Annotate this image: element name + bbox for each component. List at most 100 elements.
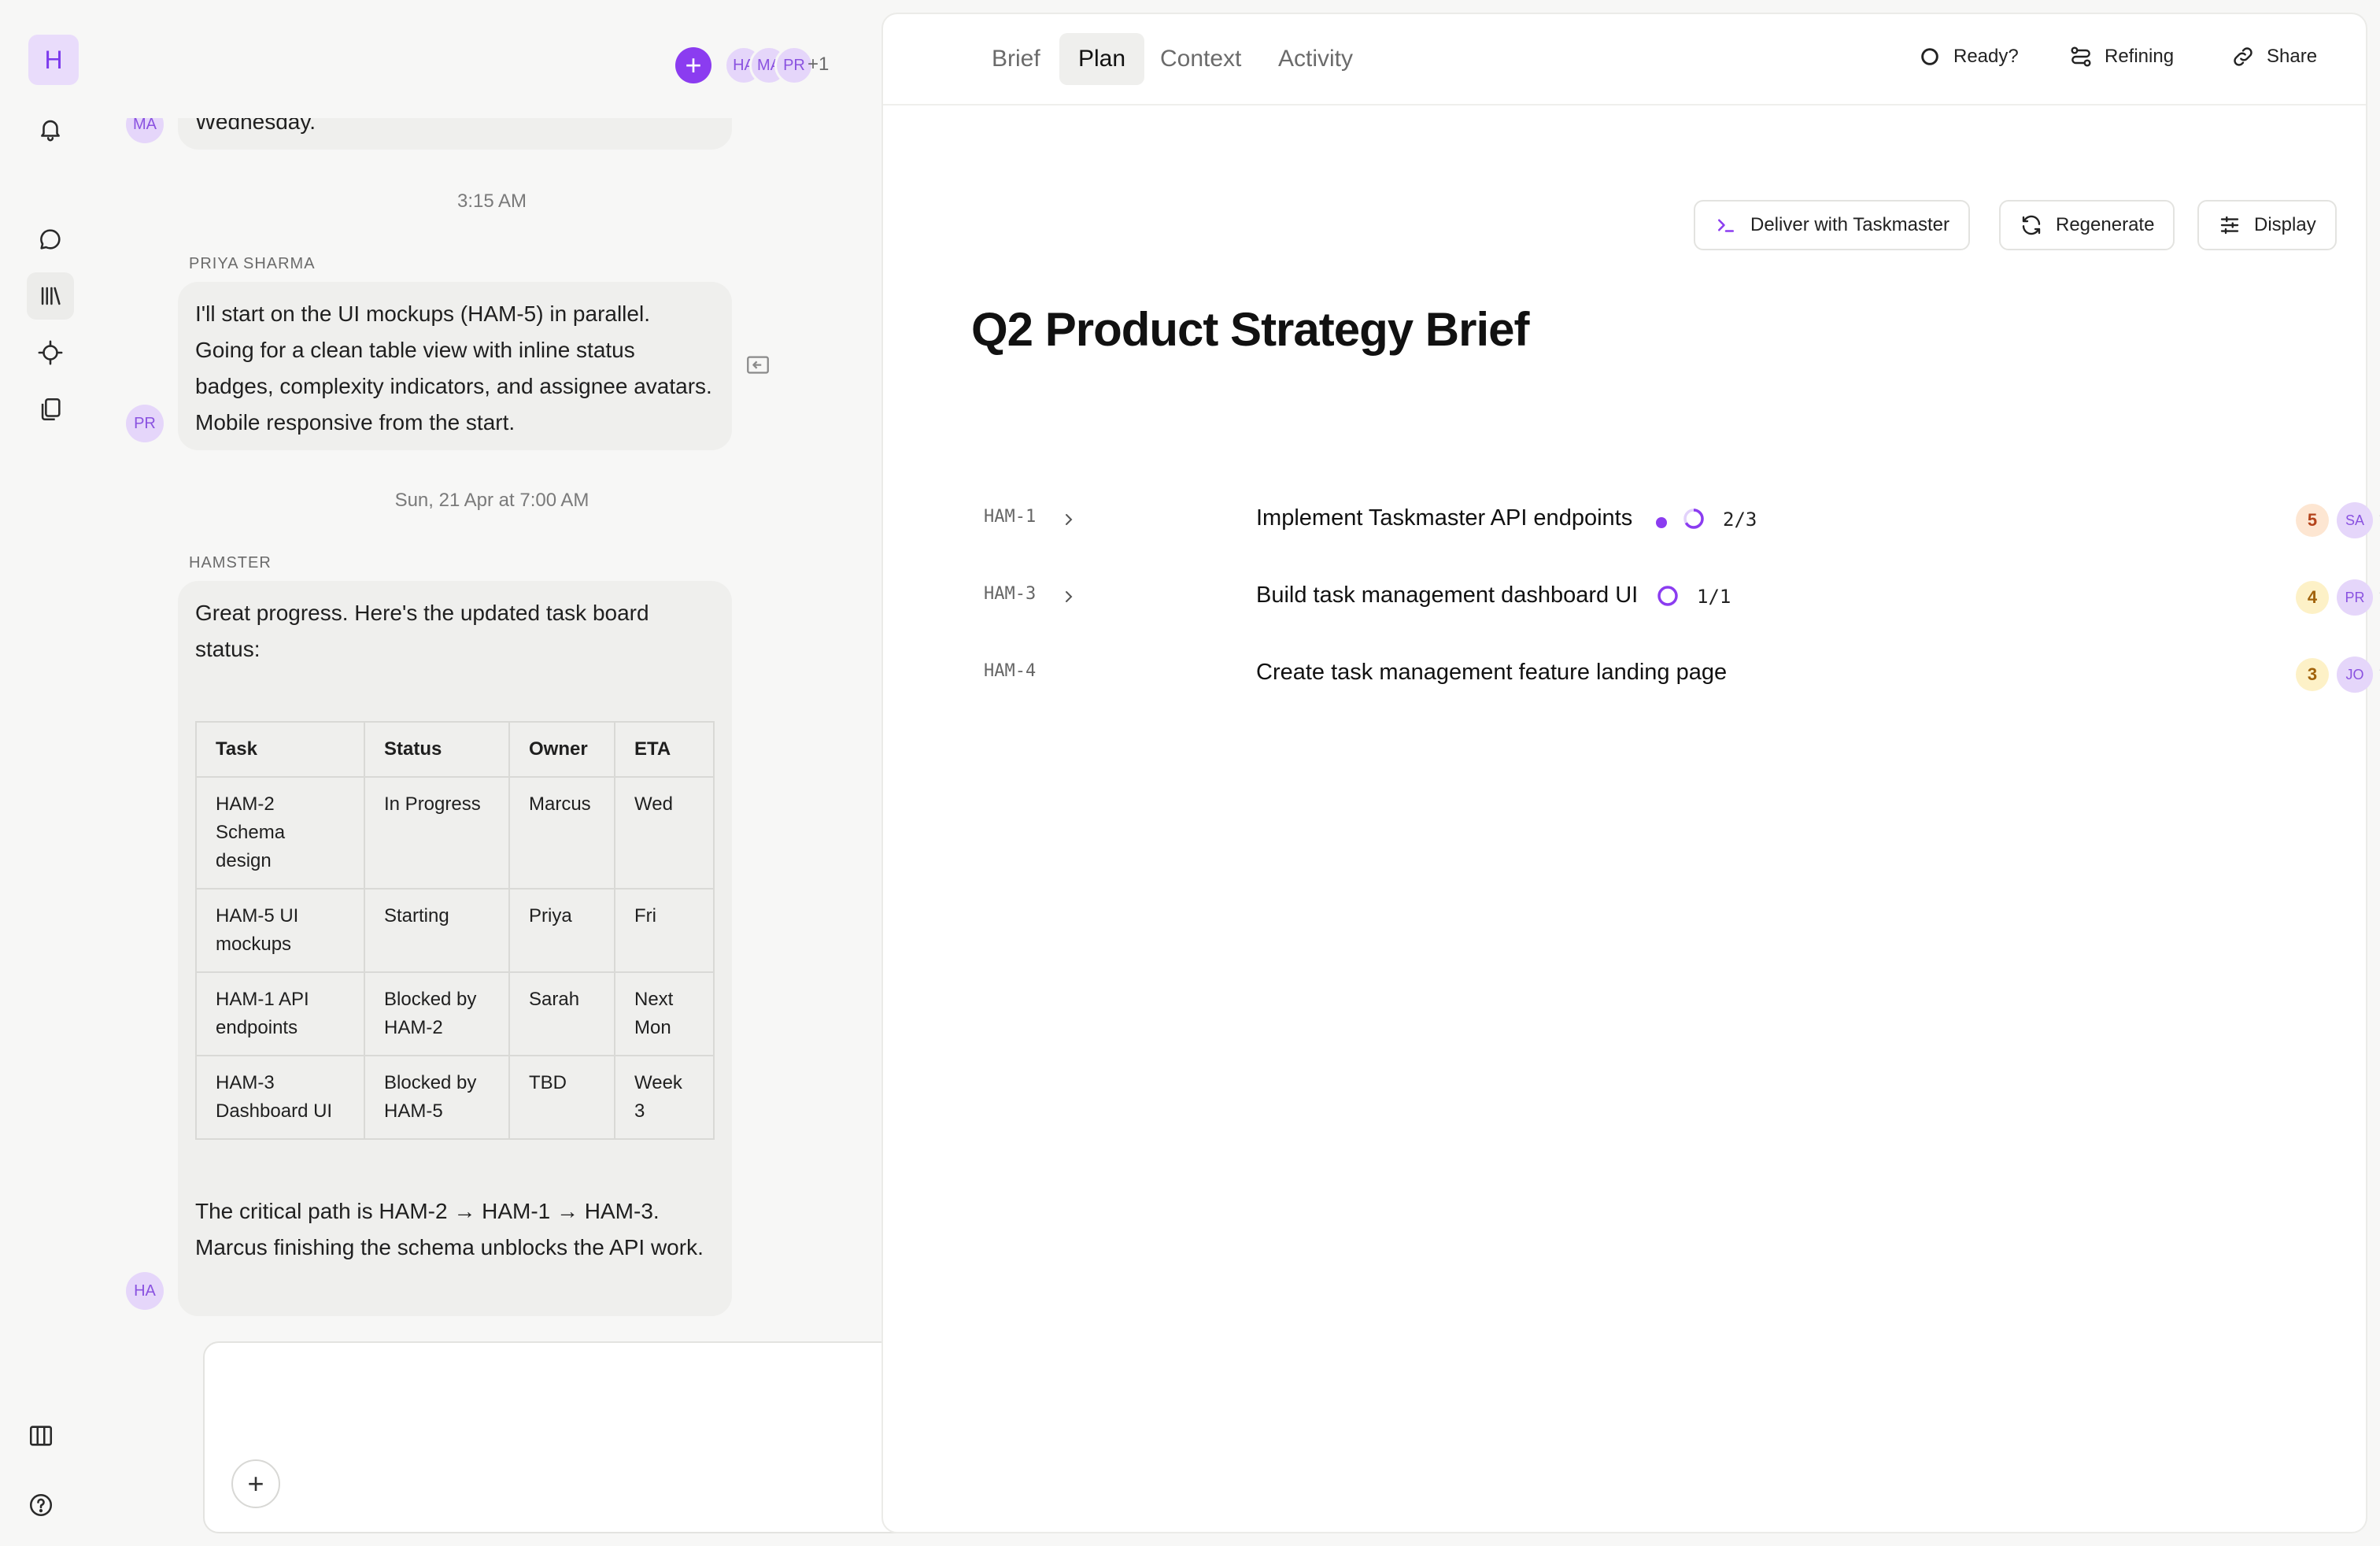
progress-ring-icon bbox=[1683, 509, 1704, 529]
share-button[interactable]: Share bbox=[2230, 44, 2317, 69]
message-sender: HAMSTER bbox=[189, 554, 272, 571]
table-row[interactable]: HAM-1 Implement Taskmaster API endpoints… bbox=[971, 493, 2380, 548]
refining-label: Refining bbox=[2105, 46, 2175, 67]
refining-button[interactable]: Refining bbox=[2068, 44, 2174, 69]
table-cell: Blocked by HAM-5 bbox=[364, 1055, 510, 1140]
refresh-icon bbox=[2022, 215, 2041, 235]
regenerate-button[interactable]: Regenerate bbox=[1999, 200, 2175, 250]
table-cell: Week 3 bbox=[614, 1055, 715, 1140]
page-title: Q2 Product Strategy Brief bbox=[971, 303, 1530, 356]
regenerate-label: Regenerate bbox=[2056, 214, 2155, 235]
library-icon[interactable] bbox=[27, 272, 74, 320]
table-cell: Fri bbox=[614, 888, 715, 973]
message-text: I'll start on the UI mockups (HAM-5) in … bbox=[195, 301, 712, 435]
table-row: HAM-5 UI mockups Starting Priya Fri bbox=[195, 888, 715, 973]
message-sender: PRIYA SHARMA bbox=[189, 255, 316, 272]
tab-brief[interactable]: Brief bbox=[992, 46, 1040, 72]
complexity-badge: 5 bbox=[2296, 504, 2329, 537]
panel-layout-icon[interactable] bbox=[17, 1412, 65, 1459]
table-cell: TBD bbox=[508, 1055, 615, 1140]
task-title[interactable]: Create task management feature landing p… bbox=[1256, 660, 1728, 685]
help-icon[interactable] bbox=[17, 1481, 65, 1529]
table-row: HAM-1 API endpoints Blocked by HAM-2 Sar… bbox=[195, 971, 715, 1056]
task-id: HAM-1 bbox=[984, 507, 1037, 527]
progress-ring-icon bbox=[1658, 586, 1678, 606]
task-id: HAM-3 bbox=[984, 584, 1037, 604]
display-button[interactable]: Display bbox=[2197, 200, 2337, 250]
table-cell: Marcus bbox=[508, 776, 615, 890]
task-title[interactable]: Build task management dashboard UI bbox=[1256, 583, 1639, 608]
deliver-label: Deliver with Taskmaster bbox=[1750, 214, 1949, 235]
task-progress: 2/3 bbox=[1723, 509, 1757, 531]
avatar: PR bbox=[126, 405, 164, 442]
documents-icon[interactable] bbox=[27, 386, 74, 433]
task-progress: 1/1 bbox=[1697, 586, 1731, 608]
add-member-button[interactable]: + bbox=[675, 47, 711, 83]
task-title[interactable]: Implement Taskmaster API endpoints bbox=[1256, 505, 1633, 531]
circle-icon bbox=[1921, 48, 1938, 65]
chat-column: MA Wednesday. + HA MA PR +1 3:15 AM PRIY… bbox=[102, 0, 959, 1546]
table-cell: HAM-1 API endpoints bbox=[195, 971, 365, 1056]
task-id: HAM-4 bbox=[984, 661, 1037, 681]
left-rail: H bbox=[0, 0, 102, 1546]
table-cell: Blocked by HAM-2 bbox=[364, 971, 510, 1056]
table-cell: Priya bbox=[508, 888, 615, 973]
task-status-table: Task Status Owner ETA HAM-2 Schema desig… bbox=[195, 721, 715, 1140]
message-input[interactable] bbox=[228, 1367, 937, 1445]
chevron-right-icon[interactable] bbox=[1059, 510, 1078, 529]
status-dot bbox=[1656, 517, 1667, 528]
message-timestamp: Sun, 21 Apr at 7:00 AM bbox=[394, 490, 589, 511]
table-header: Task bbox=[195, 721, 365, 778]
message-bubble: I'll start on the UI mockups (HAM-5) in … bbox=[178, 282, 732, 450]
table-cell: HAM-5 UI mockups bbox=[195, 888, 365, 973]
table-cell: In Progress bbox=[364, 776, 510, 890]
message-text: The critical path is HAM-2 → HAM-1 → HAM… bbox=[195, 1199, 704, 1259]
reply-icon[interactable] bbox=[745, 353, 771, 379]
tab-plan[interactable]: Plan bbox=[1059, 33, 1145, 85]
table-cell: HAM-3 Dashboard UI bbox=[195, 1055, 365, 1140]
panel-topbar: Brief Plan Context Activity Ready? Refin… bbox=[883, 14, 2366, 105]
avatar[interactable]: PR bbox=[774, 46, 814, 85]
table-row: HAM-2 Schema design In Progress Marcus W… bbox=[195, 776, 715, 890]
display-label: Display bbox=[2254, 214, 2316, 235]
workspace-logo[interactable]: H bbox=[28, 35, 79, 85]
table-cell: Next Mon bbox=[614, 971, 715, 1056]
avatar[interactable]: JO bbox=[2337, 656, 2373, 693]
complexity-badge: 3 bbox=[2296, 658, 2329, 691]
table-row[interactable]: HAM-3 Build task management dashboard UI… bbox=[971, 570, 2380, 625]
table-row[interactable]: HAM-4 Create task management feature lan… bbox=[971, 647, 2380, 702]
bell-icon[interactable] bbox=[27, 105, 74, 153]
avatar[interactable]: PR bbox=[2337, 579, 2373, 616]
plan-panel: Brief Plan Context Activity Ready? Refin… bbox=[881, 13, 2380, 1533]
tab-activity[interactable]: Activity bbox=[1278, 46, 1354, 72]
table-header: ETA bbox=[614, 721, 715, 778]
attach-button[interactable]: + bbox=[231, 1459, 280, 1508]
table-header: Status bbox=[364, 721, 510, 778]
more-members-count[interactable]: +1 bbox=[808, 54, 830, 75]
link-icon bbox=[2234, 47, 2252, 66]
share-label: Share bbox=[2267, 46, 2318, 67]
sliders-icon bbox=[2220, 216, 2239, 235]
workflow-icon bbox=[2071, 46, 2091, 67]
avatar: HA bbox=[126, 1272, 164, 1310]
terminal-icon bbox=[1718, 219, 1734, 232]
crosshair-icon[interactable] bbox=[27, 329, 74, 376]
ready-button[interactable]: Ready? bbox=[1917, 44, 2019, 69]
message-text: Great progress. Here's the updated task … bbox=[195, 601, 649, 661]
avatar[interactable]: SA bbox=[2337, 502, 2373, 538]
table-cell: Sarah bbox=[508, 971, 615, 1056]
table-cell: Starting bbox=[364, 888, 510, 973]
table-cell: HAM-2 Schema design bbox=[195, 776, 365, 890]
message-composer: + bbox=[203, 1341, 959, 1533]
message-timestamp: 3:15 AM bbox=[456, 190, 527, 212]
chat-bubble-icon[interactable] bbox=[27, 216, 74, 263]
complexity-badge: 4 bbox=[2296, 581, 2329, 614]
table-row: HAM-3 Dashboard UI Blocked by HAM-5 TBD … bbox=[195, 1055, 715, 1140]
chat-header: + HA MA PR +1 bbox=[102, 0, 881, 118]
table-header: Owner bbox=[508, 721, 615, 778]
tab-context[interactable]: Context bbox=[1160, 46, 1242, 72]
ready-label: Ready? bbox=[1953, 46, 2019, 67]
message-bubble: Great progress. Here's the updated task … bbox=[178, 581, 732, 1316]
chevron-right-icon[interactable] bbox=[1059, 587, 1078, 606]
deliver-button[interactable]: Deliver with Taskmaster bbox=[1694, 200, 1970, 250]
